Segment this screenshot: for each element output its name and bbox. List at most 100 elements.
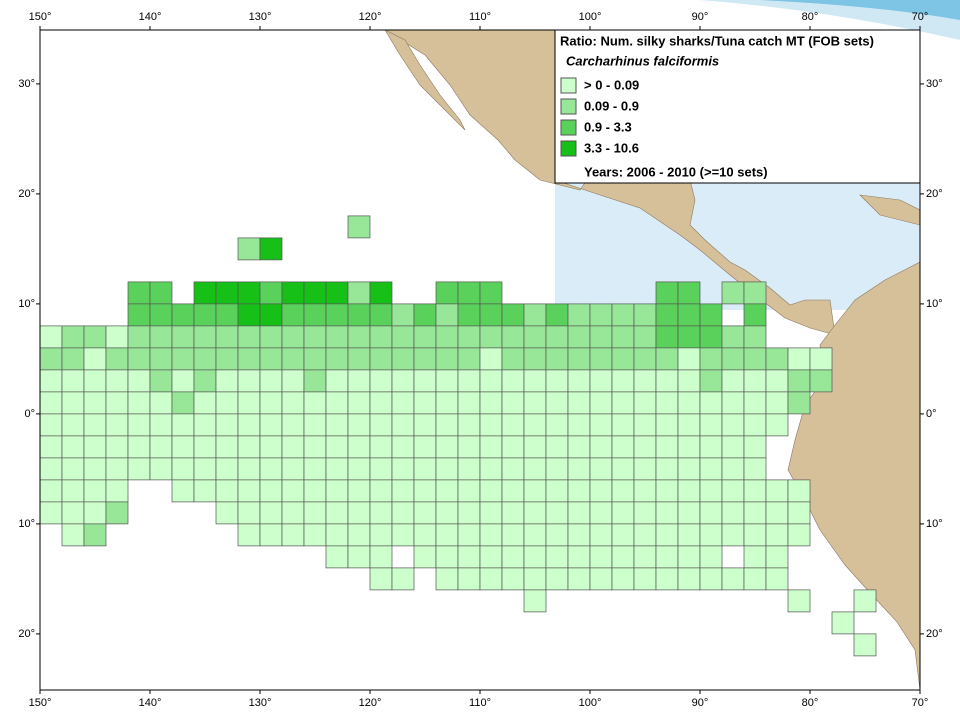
grid-cell — [61, 435, 85, 459]
grid-cell — [391, 457, 415, 481]
x-tick-label: 120° — [359, 11, 382, 23]
grid-cell — [259, 501, 283, 525]
grid-cell — [699, 413, 723, 437]
grid-cell — [787, 369, 811, 393]
grid-cell — [369, 413, 393, 437]
grid-cell — [237, 479, 261, 503]
grid-cell — [149, 457, 173, 481]
grid-cell — [501, 413, 525, 437]
grid-cell — [589, 325, 613, 349]
grid-cell — [325, 325, 349, 349]
grid-cell — [39, 457, 63, 481]
grid-cell — [149, 303, 173, 327]
grid-cell — [369, 501, 393, 525]
grid-cell — [39, 391, 63, 415]
grid-cell — [325, 523, 349, 547]
grid-cell — [237, 523, 261, 547]
grid-cell — [61, 501, 85, 525]
grid-cell — [501, 501, 525, 525]
grid-cell — [457, 501, 481, 525]
grid-cell — [347, 369, 371, 393]
grid-cell — [765, 523, 789, 547]
grid-cell — [567, 523, 591, 547]
grid-cell — [391, 523, 415, 547]
grid-cell — [303, 347, 327, 371]
grid-cell — [83, 523, 107, 547]
grid-cell — [457, 369, 481, 393]
grid-cell — [215, 325, 239, 349]
grid-cell — [435, 391, 459, 415]
grid-cell — [149, 435, 173, 459]
grid-cell — [479, 303, 503, 327]
grid-cell — [61, 325, 85, 349]
grid-cell — [765, 567, 789, 591]
grid-cell — [413, 325, 437, 349]
grid-cell — [237, 281, 261, 305]
grid-cell — [457, 567, 481, 591]
grid-cell — [765, 501, 789, 525]
grid-cell — [127, 303, 151, 327]
grid-cell — [567, 369, 591, 393]
x-tick-label: 130° — [249, 11, 272, 23]
grid-cell — [809, 347, 833, 371]
grid-cell — [171, 325, 195, 349]
grid-cell — [677, 457, 701, 481]
y-tick-label: 30° — [926, 78, 943, 90]
grid-cell — [171, 303, 195, 327]
x-tick-label: 100° — [579, 697, 602, 709]
grid-cell — [699, 479, 723, 503]
grid-cell — [633, 303, 657, 327]
grid-cell — [127, 347, 151, 371]
grid-cell — [457, 413, 481, 437]
grid-cell — [655, 391, 679, 415]
grid-cell — [523, 413, 547, 437]
grid-cell — [281, 501, 305, 525]
grid-cell — [853, 633, 877, 657]
grid-cell — [523, 303, 547, 327]
grid-cell — [391, 325, 415, 349]
grid-cell — [545, 413, 569, 437]
grid-cell — [127, 281, 151, 305]
grid-cell — [479, 391, 503, 415]
grid-cell — [435, 347, 459, 371]
grid-cell — [743, 391, 767, 415]
grid-cell — [479, 369, 503, 393]
y-tick-label: 30° — [18, 78, 35, 90]
grid-cell — [501, 567, 525, 591]
grid-cell — [193, 391, 217, 415]
grid-cell — [127, 435, 151, 459]
grid-cell — [237, 391, 261, 415]
grid-cell — [545, 457, 569, 481]
grid-cell — [457, 281, 481, 305]
grid-cell — [127, 457, 151, 481]
grid-cell — [281, 347, 305, 371]
grid-cell — [303, 391, 327, 415]
grid-cell — [193, 413, 217, 437]
grid-cell — [655, 369, 679, 393]
grid-cell — [633, 325, 657, 349]
grid-cell — [523, 501, 547, 525]
grid-cell — [545, 325, 569, 349]
x-tick-label: 120° — [359, 697, 382, 709]
grid-cell — [699, 567, 723, 591]
grid-cell — [369, 523, 393, 547]
grid-cell — [171, 347, 195, 371]
grid-cell — [347, 501, 371, 525]
grid-cell — [523, 457, 547, 481]
grid-cell — [655, 435, 679, 459]
y-tick-label: 10° — [18, 518, 35, 530]
grid-cell — [655, 523, 679, 547]
grid-cell — [721, 567, 745, 591]
grid-cell — [193, 369, 217, 393]
grid-cell — [281, 435, 305, 459]
grid-cell — [413, 457, 437, 481]
grid-cell — [479, 567, 503, 591]
grid-cell — [655, 303, 679, 327]
grid-cell — [325, 457, 349, 481]
grid-cell — [391, 391, 415, 415]
grid-cell — [391, 501, 415, 525]
y-tick-label: 20° — [926, 188, 943, 200]
grid-cell — [589, 545, 613, 569]
grid-cell — [765, 347, 789, 371]
grid-cell — [325, 369, 349, 393]
